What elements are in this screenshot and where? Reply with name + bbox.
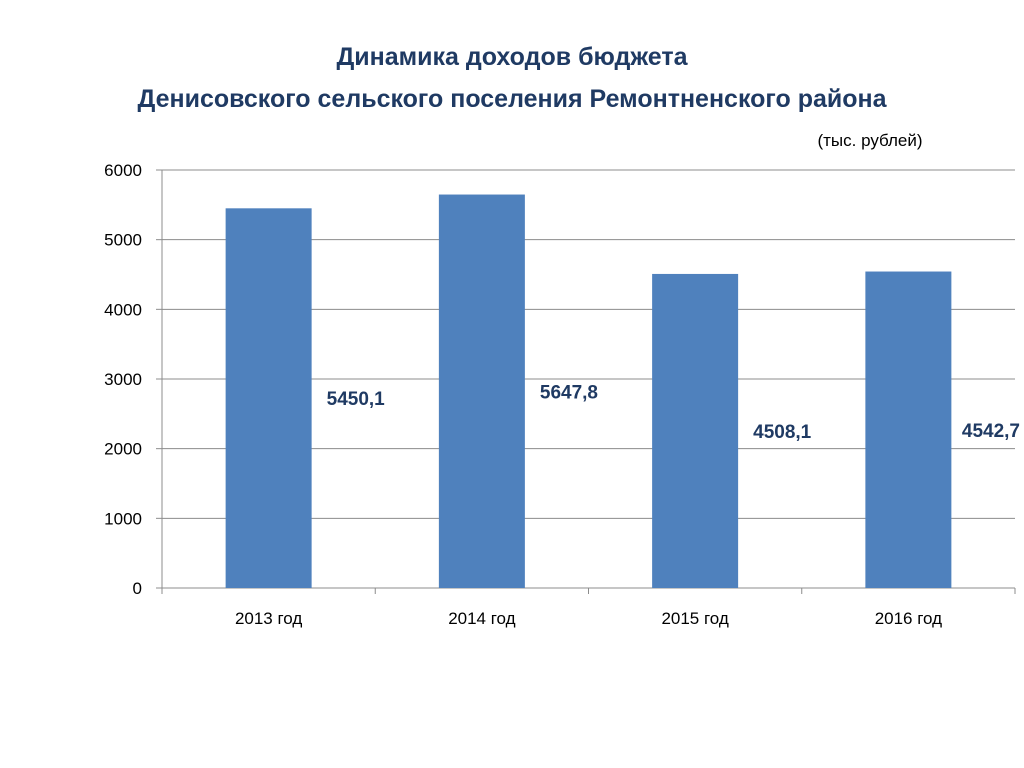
y-tick-label: 5000 — [104, 231, 142, 250]
y-tick-label: 4000 — [104, 300, 142, 319]
y-tick-label: 2000 — [104, 440, 142, 459]
data-label-1: 5450,1 — [327, 389, 386, 410]
bar-4 — [865, 271, 952, 588]
chart-title-line-1: Динамика доходов бюджета — [336, 43, 688, 71]
y-tick-label: 6000 — [104, 161, 142, 180]
x-tick-label: 2016 год — [875, 609, 942, 628]
x-tick-label: 2013 год — [235, 609, 302, 628]
chart-title-line-2: Денисовского сельского поселения Ремонтн… — [137, 85, 887, 113]
bars — [225, 194, 952, 588]
data-label-4: 4542,7 — [962, 421, 1020, 442]
labels: 0 1000 2000 3000 4000 5000 6000 2013 год 5450,1 2… — [104, 161, 1020, 628]
x-tick-label: 2014 год — [448, 609, 515, 628]
x-tick-label: 2015 год — [661, 609, 728, 628]
y-tick-label: 0 — [133, 579, 142, 598]
y-tick-label: 3000 — [104, 370, 142, 389]
bar-1 — [225, 208, 312, 588]
bar-3 — [652, 273, 739, 588]
y-tick-label: 1000 — [104, 509, 142, 528]
data-label-3: 4508,1 — [753, 422, 812, 443]
data-label-2: 5647,8 — [540, 382, 598, 403]
unit-label: (тыс. рублей) — [817, 131, 923, 150]
bar-2 — [438, 194, 525, 588]
